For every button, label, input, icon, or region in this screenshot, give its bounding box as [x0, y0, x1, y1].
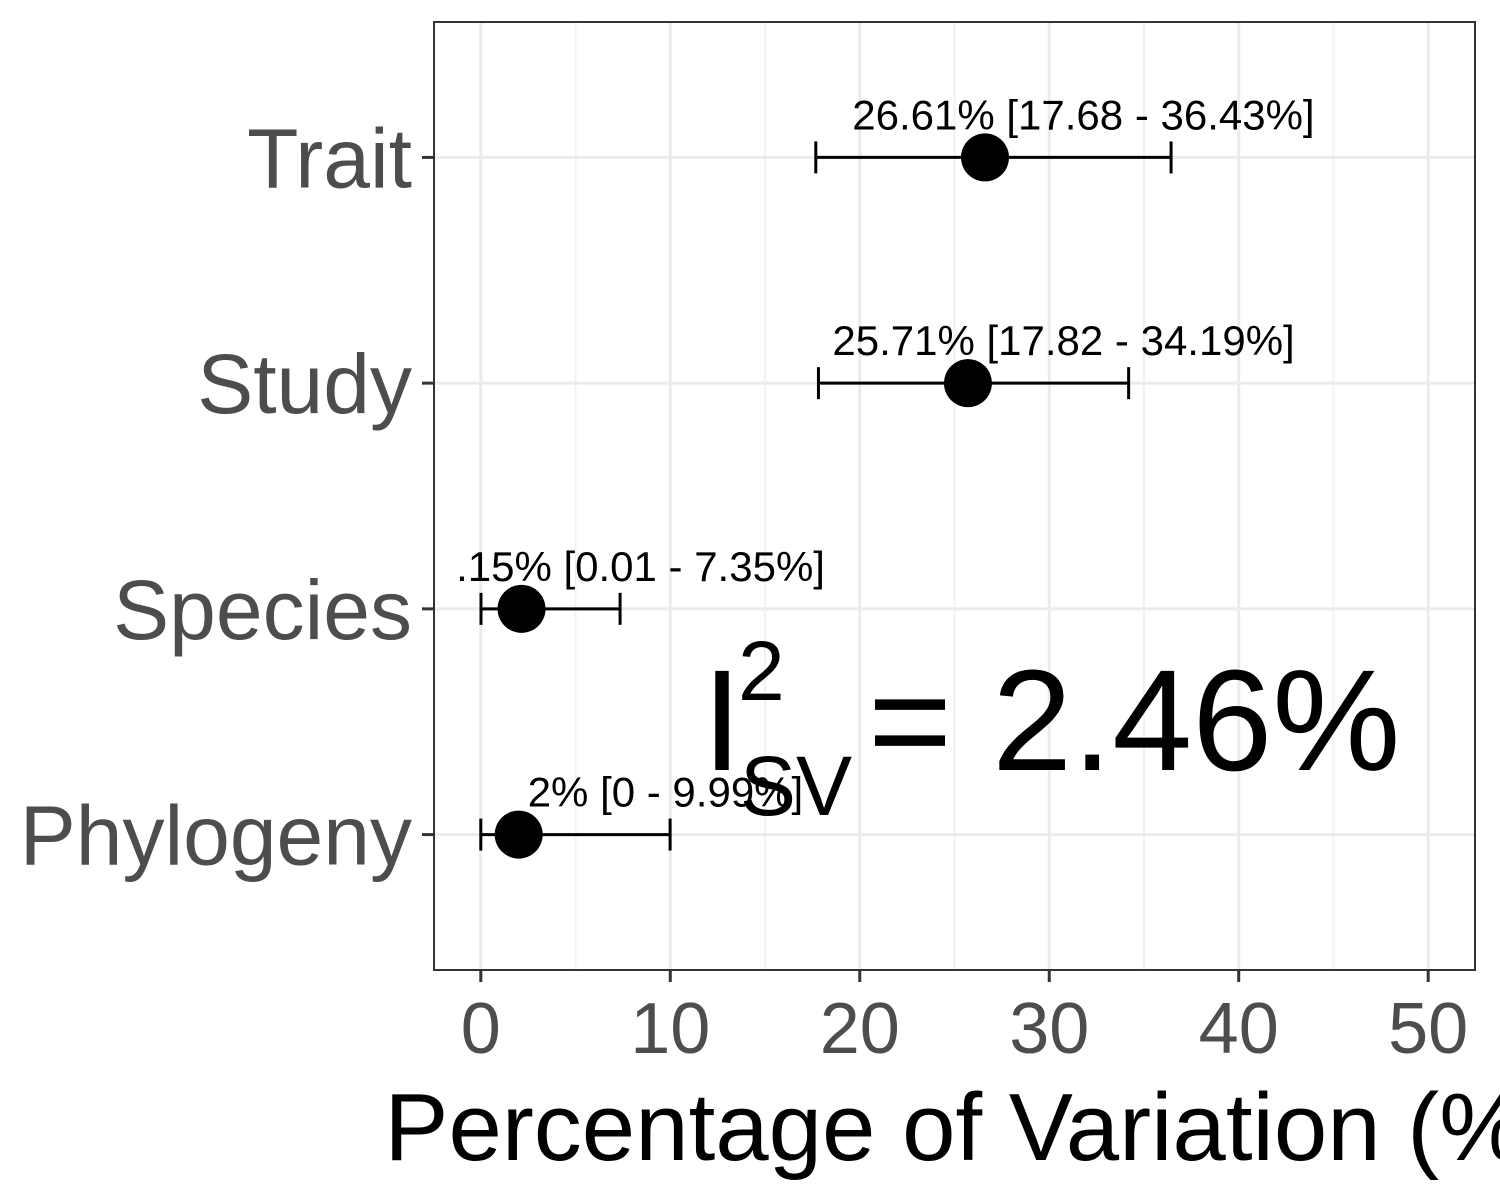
x-tick-label: 50	[1388, 989, 1468, 1069]
data-marks	[479, 133, 1173, 859]
estimate-point	[494, 810, 543, 859]
y-tick-label: Trait	[247, 111, 412, 205]
annotation-value: = 2.46%	[868, 640, 1400, 801]
data-labels: 26.61% [17.68 - 36.43%] 25.71% [17.82 - 3…	[456, 91, 1315, 815]
y-tick-label: Phylogeny	[20, 789, 412, 883]
estimate-point	[943, 359, 992, 408]
x-axis-title: Percentage of Variation (%	[384, 1074, 1500, 1181]
x-tick-label: 10	[630, 989, 710, 1069]
data-label: 26.61% [17.68 - 36.43%]	[852, 91, 1314, 138]
y-tick-label: Species	[113, 563, 412, 657]
x-tick-label: 0	[461, 989, 501, 1069]
x-axis: 0 10 20 30 40 50	[461, 970, 1468, 1069]
data-label: 25.71% [17.82 - 34.19%]	[832, 317, 1294, 364]
annotation-subscript: SV	[740, 739, 852, 833]
y-axis: Trait Study Species Phylogeny	[20, 111, 434, 883]
i-squared-annotation: I 2 SV = 2.46%	[702, 624, 1400, 833]
y-tick-label: Study	[197, 337, 412, 431]
annotation-superscript: 2	[738, 624, 785, 718]
panel-border	[433, 21, 1476, 971]
x-tick-label: 30	[1009, 989, 1089, 1069]
estimate-point	[961, 133, 1010, 182]
annotation-base: I	[702, 640, 742, 801]
x-tick-label: 20	[820, 989, 900, 1069]
data-label: .15% [0.01 - 7.35%]	[456, 543, 825, 590]
data-label: 2% [0 - 9.99%]	[528, 769, 803, 816]
estimate-point	[497, 584, 546, 633]
grid	[434, 22, 1475, 970]
x-tick-label: 40	[1199, 989, 1279, 1069]
